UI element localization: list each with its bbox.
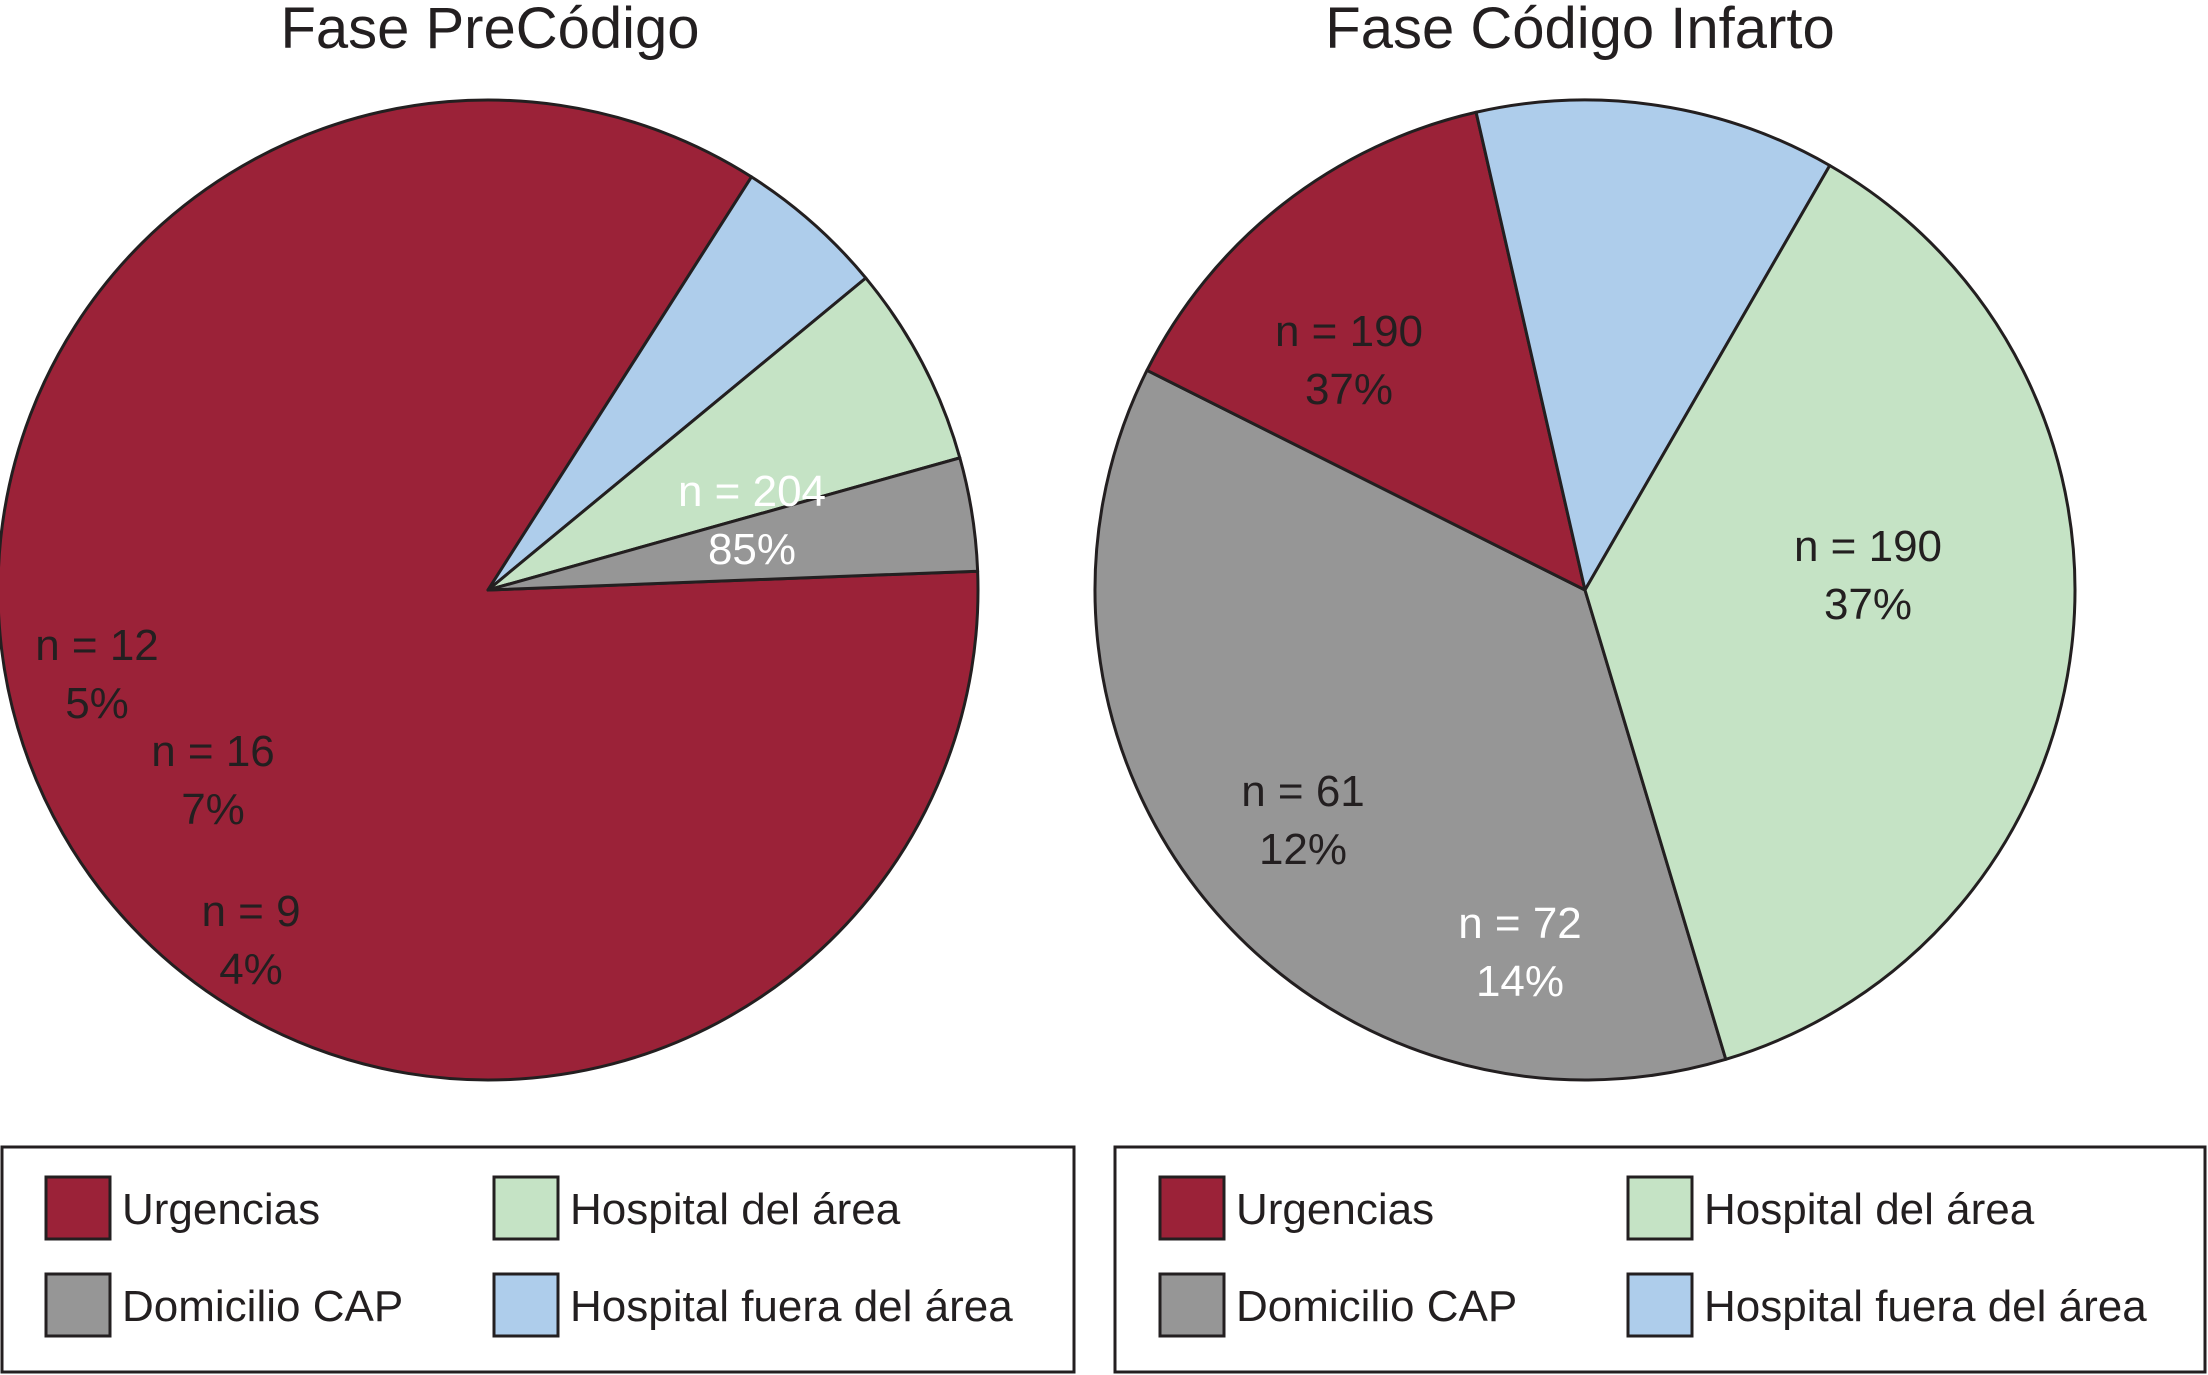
legend-swatch-urgencias xyxy=(1158,1175,1226,1241)
slice-count-label: n = 190 xyxy=(1275,307,1423,356)
slice-percent-label: 5% xyxy=(65,679,129,728)
legend-label-hospital-del-area: Hospital del área xyxy=(1704,1185,2035,1234)
legend-label-hospital-del-area: Hospital del área xyxy=(570,1185,901,1234)
slice-count-label: n = 61 xyxy=(1241,767,1365,816)
chart-title: Fase PreCódigo xyxy=(280,0,699,61)
slice-percent-label: 37% xyxy=(1305,365,1393,414)
pie-slice-urgencias xyxy=(1145,110,1587,592)
legend-swatch-urgencias xyxy=(44,1175,112,1241)
legend-label-domicilio-cap: Domicilio CAP xyxy=(1236,1282,1517,1331)
pie-slices xyxy=(1093,98,2077,1082)
slice-count-label: n = 16 xyxy=(151,727,275,776)
slice-percent-label: 7% xyxy=(181,785,245,834)
legend-swatch-hospital-del-area xyxy=(492,1175,560,1241)
legend-box: Urgencias Hospital del área Domicilio CAP H… xyxy=(0,1145,1076,1374)
legend-swatch-hospital-del-area xyxy=(1626,1175,1694,1241)
pie-slice-domicilio-cap xyxy=(1093,368,1728,1082)
legend-label-hospital-fuera-del-area: Hospital fuera del área xyxy=(570,1282,1013,1331)
legend-label-hospital-fuera-del-area: Hospital fuera del área xyxy=(1704,1282,2147,1331)
legend-label-domicilio-cap: Domicilio CAP xyxy=(122,1282,403,1331)
slice-count-label: n = 204 xyxy=(678,467,826,516)
pie-slice-hospital-fuera-del-area xyxy=(1474,98,1832,592)
pie-slice-domicilio-cap xyxy=(486,456,980,592)
pie-slice-hospital-fuera-del-area xyxy=(486,175,868,592)
legend-swatch-hospital-fuera-del-area xyxy=(1626,1272,1694,1338)
legend-swatch-domicilio-cap xyxy=(44,1272,112,1338)
legend-items: Urgencias Hospital del área Domicilio CAP H… xyxy=(1158,1175,2147,1338)
legend-box: Urgencias Hospital del área Domicilio CAP H… xyxy=(1113,1145,2207,1374)
pie-slice-hospital-del-area xyxy=(1583,164,2077,1061)
slice-count-label: n = 72 xyxy=(1458,899,1582,948)
slice-percent-label: 85% xyxy=(708,525,796,574)
slice-count-label: n = 9 xyxy=(201,887,300,936)
legend-swatch-domicilio-cap xyxy=(1158,1272,1226,1338)
slice-percent-label: 12% xyxy=(1259,825,1347,874)
slice-count-label: n = 190 xyxy=(1794,522,1942,571)
pie-slices xyxy=(0,98,980,1082)
slice-percent-label: 4% xyxy=(219,945,283,994)
slice-percent-label: 14% xyxy=(1476,957,1564,1006)
slice-labels: n = 190 37% n = 72 14% n = 61 12% n = 190 37% xyxy=(1241,307,1942,1006)
legend-label-urgencias: Urgencias xyxy=(122,1185,320,1234)
slice-percent-label: 37% xyxy=(1824,580,1912,629)
pie-chart-precodigo: Fase PreCódigo n = 204 85% n = 12 5% n = 16 7… xyxy=(0,0,1076,1374)
pie-slice-hospital-del-area xyxy=(486,276,962,592)
chart-title: Fase Código Infarto xyxy=(1325,0,1834,61)
legend-swatch-hospital-fuera-del-area xyxy=(492,1272,560,1338)
slice-count-label: n = 12 xyxy=(35,621,159,670)
legend-label-urgencias: Urgencias xyxy=(1236,1185,1434,1234)
legend-items: Urgencias Hospital del área Domicilio CAP H… xyxy=(44,1175,1013,1338)
slice-labels: n = 204 85% n = 12 5% n = 16 7% n = 9 4% xyxy=(35,467,826,994)
